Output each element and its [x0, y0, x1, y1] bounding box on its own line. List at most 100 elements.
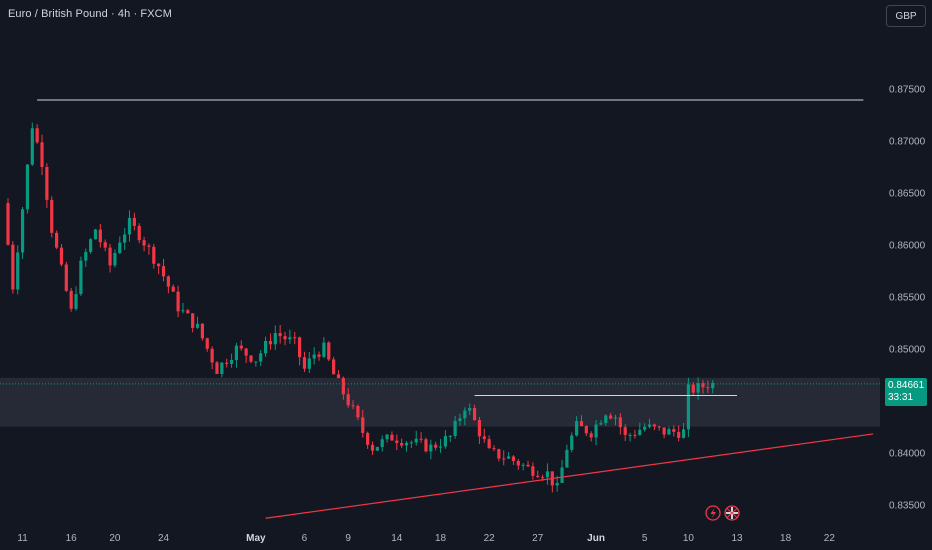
candle [93, 229, 98, 240]
x-tick-label: 16 [66, 533, 78, 544]
candle [575, 421, 579, 436]
candle [677, 431, 681, 438]
candle [176, 291, 180, 312]
candle [181, 310, 185, 312]
x-tick-label: 6 [302, 533, 308, 544]
candle [327, 342, 331, 360]
x-tick-label: 13 [731, 533, 743, 544]
candle [434, 444, 438, 448]
candle [25, 164, 30, 210]
candle [307, 358, 311, 369]
candle [521, 464, 525, 466]
candle [385, 434, 389, 440]
lightning-event-icon[interactable] [705, 505, 721, 521]
candle [657, 426, 661, 428]
candle [701, 383, 705, 388]
candle [370, 444, 375, 451]
last-price-badge: 0.84661 33:31 [885, 378, 927, 406]
candle [667, 429, 671, 435]
candle [191, 313, 195, 328]
candle [414, 438, 418, 443]
lightning-event-icon [710, 508, 716, 519]
candle [711, 382, 715, 389]
support-resistance-zone [0, 377, 880, 427]
candle [623, 427, 627, 435]
y-tick-label: 0.87000 [889, 137, 926, 148]
candle [142, 240, 146, 246]
candle [706, 387, 710, 389]
candle [638, 429, 642, 435]
candle [380, 439, 384, 448]
candle [288, 337, 292, 340]
candle [89, 239, 93, 252]
candle [50, 199, 54, 233]
candle [424, 439, 428, 452]
last-price-value: 0.84661 [888, 380, 925, 391]
candle [526, 464, 530, 467]
x-tick-label: 27 [532, 533, 544, 544]
x-tick-label: 5 [642, 533, 648, 544]
x-tick-label: 18 [780, 533, 792, 544]
candle [152, 246, 156, 264]
candle [239, 345, 243, 349]
candle [166, 276, 170, 287]
candle [594, 424, 598, 438]
candle [536, 475, 540, 478]
candle [244, 348, 248, 356]
candle [186, 310, 190, 314]
candle [472, 408, 477, 421]
candle [463, 410, 467, 419]
candle [205, 338, 209, 349]
candle [448, 436, 452, 438]
candle [453, 420, 457, 437]
candle [356, 405, 360, 418]
candle [609, 415, 613, 419]
x-tick-label: Jun [587, 533, 605, 544]
candle [59, 247, 64, 265]
candle [336, 374, 341, 379]
candle [565, 449, 569, 468]
candle [686, 384, 690, 430]
candle [647, 424, 652, 427]
candle [69, 290, 73, 309]
candle [113, 253, 117, 266]
candle [604, 415, 608, 424]
candle [263, 340, 268, 354]
x-tick-label: 14 [391, 533, 403, 544]
candle [662, 427, 666, 435]
candle [468, 408, 472, 411]
candle [555, 482, 559, 486]
candle [98, 229, 102, 243]
candle [35, 128, 39, 143]
candle [127, 217, 132, 235]
candle [302, 357, 307, 369]
x-tick-label: 9 [345, 533, 351, 544]
candle [55, 232, 59, 248]
candle [108, 247, 112, 266]
candle [341, 378, 345, 395]
candle [215, 362, 219, 374]
candle [613, 417, 618, 419]
currency-button[interactable]: GBP [886, 5, 926, 27]
candle [137, 225, 141, 241]
candle [20, 209, 25, 253]
candle [161, 266, 166, 277]
candle [511, 456, 516, 461]
candle [249, 355, 253, 362]
candle [404, 442, 409, 446]
candle [633, 434, 637, 436]
candle [123, 234, 127, 243]
candle [259, 353, 263, 362]
candle [298, 337, 302, 358]
candle [375, 447, 379, 451]
candle [332, 359, 336, 375]
y-tick-label: 0.83500 [889, 501, 926, 512]
candle [346, 394, 350, 406]
candle [64, 264, 68, 291]
y-tick-label: 0.86000 [889, 241, 926, 252]
candle [200, 323, 204, 339]
candle [361, 417, 365, 433]
candle [419, 438, 423, 440]
y-tick-label: 0.87500 [889, 85, 926, 96]
